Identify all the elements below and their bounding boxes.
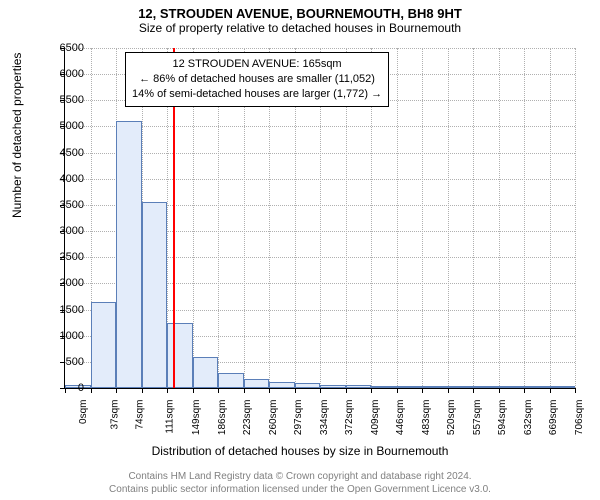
xtick-label: 37sqm [109,400,120,430]
xtick-label: 111sqm [164,400,175,434]
xtick-label: 594sqm [497,400,508,436]
histogram-bar [295,383,321,388]
xtick-mark [448,388,449,393]
xtick-label: 372sqm [344,400,355,436]
xtick-mark [320,388,321,393]
gridline-v [473,48,474,388]
histogram-bar [499,386,525,388]
chart-container: 12, STROUDEN AVENUE, BOURNEMOUTH, BH8 9H… [0,0,600,500]
histogram-bar [193,357,219,388]
histogram-bar [218,373,244,388]
histogram-bar [346,385,372,388]
xtick-label: 260sqm [268,400,279,436]
ytick-label: 500 [44,356,84,368]
ytick-label: 5500 [44,94,84,106]
xtick-mark [550,388,551,393]
xtick-mark [499,388,500,393]
histogram-bar [448,386,474,388]
xtick-label: 446sqm [395,400,406,436]
xtick-mark [473,388,474,393]
xtick-label: 669sqm [548,400,559,436]
histogram-bar [524,386,550,388]
gridline-v [448,48,449,388]
xtick-mark [371,388,372,393]
gridline-v [397,48,398,388]
ytick-label: 1000 [44,330,84,342]
ytick-label: 3000 [44,225,84,237]
histogram-bar [91,302,117,388]
xtick-label: 632sqm [523,400,534,436]
xtick-label: 149sqm [191,400,202,436]
chart-subtitle: Size of property relative to detached ho… [0,21,600,35]
histogram-bar [167,323,193,388]
ytick-label: 6500 [44,42,84,54]
xtick-mark [269,388,270,393]
xtick-label: 409sqm [370,400,381,436]
xtick-label: 706sqm [574,400,585,436]
ytick-label: 5000 [44,120,84,132]
xtick-label: 520sqm [446,400,457,436]
annotation-line: 12 STROUDEN AVENUE: 165sqm [132,57,382,72]
histogram-bar [320,385,346,388]
xtick-mark [524,388,525,393]
gridline-v [524,48,525,388]
xtick-mark [91,388,92,393]
xtick-mark [142,388,143,393]
xtick-label: 557sqm [472,400,483,436]
ytick-label: 1500 [44,304,84,316]
ytick-label: 4000 [44,173,84,185]
xtick-mark [218,388,219,393]
histogram-bar [269,382,295,388]
histogram-bar [371,386,397,388]
xtick-mark [346,388,347,393]
gridline-v [499,48,500,388]
ytick-label: 6000 [44,68,84,80]
ytick-label: 2000 [44,277,84,289]
footer-line-1: Contains HM Land Registry data © Crown c… [0,470,600,483]
annotation-box: 12 STROUDEN AVENUE: 165sqm← 86% of detac… [125,52,389,107]
annotation-line: 14% of semi-detached houses are larger (… [132,87,382,102]
xtick-mark [193,388,194,393]
xtick-label: 483sqm [421,400,432,436]
xtick-mark [422,388,423,393]
xtick-mark [575,388,576,393]
ytick-label: 0 [44,382,84,394]
histogram-bar [473,386,499,388]
plot-area: 12 STROUDEN AVENUE: 165sqm← 86% of detac… [64,48,575,389]
histogram-bar [116,121,142,388]
gridline-v [575,48,576,388]
ytick-label: 2500 [44,251,84,263]
ytick-label: 3500 [44,199,84,211]
histogram-bar [397,386,423,388]
xtick-label: 0sqm [78,400,89,424]
ytick-label: 4500 [44,147,84,159]
x-axis-label: Distribution of detached houses by size … [0,444,600,458]
xtick-mark [295,388,296,393]
chart-title: 12, STROUDEN AVENUE, BOURNEMOUTH, BH8 9H… [0,0,600,21]
xtick-label: 74sqm [135,400,146,430]
y-axis-label: Number of detached properties [10,53,24,218]
histogram-bar [142,202,168,388]
histogram-bar [422,386,448,388]
xtick-mark [167,388,168,393]
gridline-v [550,48,551,388]
footer-line-2: Contains public sector information licen… [0,483,600,496]
xtick-mark [244,388,245,393]
chart-footer: Contains HM Land Registry data © Crown c… [0,470,600,496]
chart-wrapper: 12 STROUDEN AVENUE: 165sqm← 86% of detac… [64,48,574,388]
xtick-label: 186sqm [217,400,228,436]
annotation-line: ← 86% of detached houses are smaller (11… [132,72,382,87]
xtick-label: 223sqm [242,400,253,436]
xtick-mark [116,388,117,393]
xtick-label: 334sqm [319,400,330,436]
histogram-bar [550,386,576,388]
xtick-mark [397,388,398,393]
gridline-v [422,48,423,388]
xtick-label: 297sqm [293,400,304,436]
histogram-bar [244,379,270,388]
